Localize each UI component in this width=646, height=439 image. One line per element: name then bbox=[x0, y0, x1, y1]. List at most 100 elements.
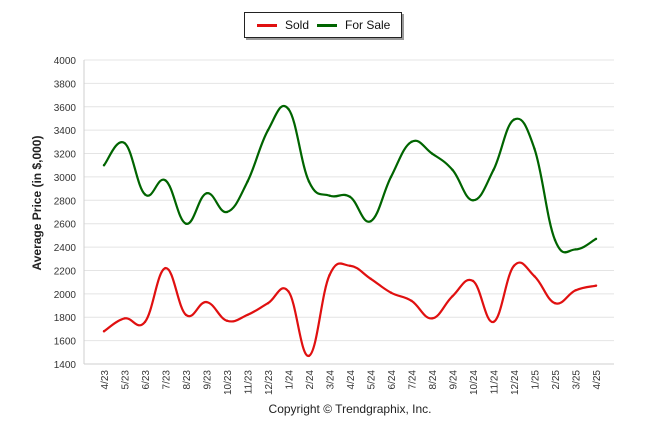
data-point-for-sale bbox=[143, 193, 147, 196]
data-point-for-sale bbox=[574, 248, 577, 251]
data-point-for-sale bbox=[287, 107, 290, 111]
data-point-sold bbox=[389, 291, 393, 294]
data-point-for-sale bbox=[246, 180, 249, 183]
y-tick-label: 1800 bbox=[54, 313, 77, 324]
data-point-sold bbox=[143, 320, 147, 324]
data-point-sold bbox=[410, 299, 413, 303]
y-axis-title: Average Price (in $,000) bbox=[30, 135, 44, 271]
data-point-for-sale bbox=[451, 168, 454, 172]
x-tick-label: 5/24 bbox=[367, 370, 378, 390]
x-tick-label: 11/23 bbox=[244, 370, 255, 395]
data-point-sold bbox=[225, 319, 229, 322]
data-point-sold bbox=[102, 330, 106, 333]
x-tick-label: 6/23 bbox=[141, 370, 152, 390]
copyright-text: Copyright © Trendgraphix, Inc. bbox=[268, 402, 432, 416]
x-tick-label: 8/24 bbox=[428, 370, 439, 390]
data-point-for-sale bbox=[492, 168, 495, 172]
legend-label-for-sale: For Sale bbox=[345, 18, 391, 32]
data-point-for-sale bbox=[369, 220, 372, 223]
data-point-sold bbox=[430, 317, 434, 320]
data-point-sold bbox=[553, 302, 557, 305]
data-point-for-sale bbox=[512, 118, 516, 121]
data-point-sold bbox=[328, 273, 331, 277]
data-point-sold bbox=[123, 317, 126, 320]
x-tick-label: 10/24 bbox=[469, 370, 480, 395]
legend-item-sold: Sold bbox=[257, 18, 309, 32]
data-point-sold bbox=[512, 264, 516, 267]
x-tick-label: 12/23 bbox=[264, 370, 275, 395]
data-point-sold bbox=[348, 264, 352, 267]
data-point-for-sale bbox=[430, 152, 434, 155]
y-tick-label: 3000 bbox=[54, 173, 77, 184]
x-tick-label: 1/24 bbox=[285, 370, 296, 390]
data-point-sold bbox=[594, 284, 598, 287]
data-point-sold bbox=[184, 313, 188, 317]
data-point-for-sale bbox=[164, 179, 167, 182]
series-line-for-sale bbox=[102, 104, 598, 254]
data-point-for-sale bbox=[102, 164, 106, 167]
data-point-for-sale bbox=[348, 195, 352, 198]
data-point-sold bbox=[266, 302, 270, 305]
data-point-for-sale bbox=[471, 199, 475, 202]
x-tick-label: 2/24 bbox=[305, 370, 316, 390]
y-tick-label: 3400 bbox=[54, 126, 77, 137]
data-point-for-sale bbox=[307, 180, 311, 183]
x-tick-label: 6/24 bbox=[387, 370, 398, 390]
data-point-sold bbox=[164, 266, 167, 270]
y-tick-label: 3200 bbox=[54, 150, 77, 161]
x-tick-label: 7/23 bbox=[162, 370, 173, 390]
data-point-sold bbox=[492, 320, 495, 324]
legend-item-for-sale: For Sale bbox=[317, 18, 390, 32]
x-tick-label: 3/25 bbox=[572, 370, 583, 390]
x-tick-label: 4/23 bbox=[100, 370, 111, 390]
x-tick-label: 5/23 bbox=[121, 370, 132, 390]
data-point-for-sale bbox=[553, 238, 557, 242]
legend-label-sold: Sold bbox=[285, 18, 310, 32]
data-point-for-sale bbox=[410, 140, 413, 144]
x-tick-label: 11/24 bbox=[490, 370, 501, 395]
y-tick-label: 2200 bbox=[54, 266, 77, 277]
x-tick-label: 3/24 bbox=[326, 370, 337, 390]
data-point-sold bbox=[205, 300, 208, 304]
y-tick-label: 1600 bbox=[54, 337, 77, 348]
y-tick-label: 3800 bbox=[54, 79, 77, 90]
data-point-sold bbox=[307, 354, 311, 358]
data-point-sold bbox=[369, 277, 372, 280]
legend-swatch-sold bbox=[257, 23, 277, 27]
x-tick-label: 1/25 bbox=[531, 370, 542, 390]
data-point-sold bbox=[451, 294, 454, 298]
data-point-sold bbox=[574, 289, 577, 292]
x-tick-label: 2/25 bbox=[551, 370, 562, 390]
x-tick-label: 7/24 bbox=[408, 370, 419, 390]
legend: Sold For Sale bbox=[244, 12, 402, 38]
data-point-for-sale bbox=[266, 128, 270, 132]
data-point-for-sale bbox=[184, 222, 188, 225]
x-tick-label: 4/24 bbox=[346, 370, 357, 390]
data-point-sold bbox=[287, 290, 290, 293]
data-point-for-sale bbox=[225, 210, 229, 214]
y-tick-label: 2800 bbox=[54, 196, 77, 207]
x-tick-label: 9/23 bbox=[203, 370, 214, 390]
data-point-sold bbox=[533, 275, 536, 278]
data-point-sold bbox=[246, 313, 249, 317]
data-point-for-sale bbox=[123, 141, 126, 145]
data-point-for-sale bbox=[594, 237, 598, 241]
x-tick-label: 9/24 bbox=[449, 370, 460, 390]
y-tick-label: 2000 bbox=[54, 290, 77, 301]
x-tick-label: 4/25 bbox=[592, 370, 603, 390]
data-point-for-sale bbox=[205, 192, 208, 195]
series-line-sold bbox=[102, 261, 598, 357]
y-tick-label: 4000 bbox=[54, 56, 77, 67]
x-tick-label: 8/23 bbox=[182, 370, 193, 390]
data-point-for-sale bbox=[389, 175, 393, 179]
data-point-for-sale bbox=[533, 147, 536, 151]
data-point-for-sale bbox=[328, 194, 331, 197]
data-point-sold bbox=[471, 279, 475, 283]
y-tick-label: 1400 bbox=[54, 360, 77, 371]
y-tick-label: 2400 bbox=[54, 243, 77, 254]
x-tick-label: 12/24 bbox=[510, 370, 521, 395]
y-tick-label: 3600 bbox=[54, 103, 77, 114]
x-tick-label: 10/23 bbox=[223, 370, 234, 395]
